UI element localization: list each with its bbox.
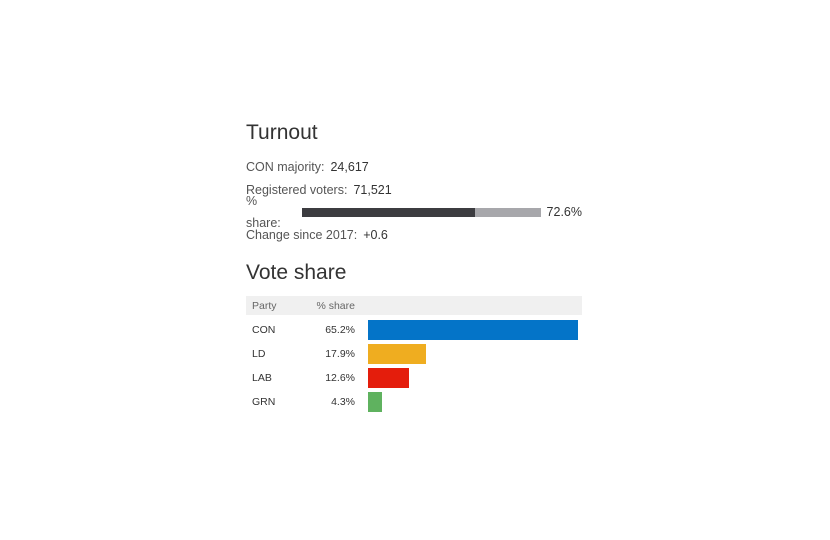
party-share: 65.2% bbox=[325, 324, 355, 336]
table-row: LD 17.9% bbox=[246, 342, 582, 366]
vote-share-bar bbox=[368, 368, 409, 388]
vote-share-bar bbox=[368, 320, 578, 340]
party-name: LD bbox=[252, 348, 266, 360]
share-value: 72.6% bbox=[546, 205, 582, 219]
share-row: % share: 72.6% bbox=[246, 194, 582, 231]
change-row: Change since 2017: +0.6 bbox=[246, 224, 582, 247]
change-label: Change since 2017: bbox=[246, 227, 358, 242]
table-row: GRN 4.3% bbox=[246, 390, 582, 414]
vote-share-bar bbox=[368, 344, 426, 364]
change-value: +0.6 bbox=[363, 227, 388, 242]
turnout-bar bbox=[302, 207, 541, 217]
majority-row: CON majority: 24,617 bbox=[246, 156, 582, 179]
registered-value: 71,521 bbox=[353, 182, 392, 197]
table-header: Party % share bbox=[246, 296, 582, 315]
bar-cell bbox=[368, 344, 578, 364]
bar-cell bbox=[368, 320, 578, 340]
registered-label: Registered voters: bbox=[246, 182, 348, 197]
col-party: Party bbox=[252, 299, 277, 312]
bar-cell bbox=[368, 368, 578, 388]
vote-share-table: CON 65.2% LD 17.9% LAB 12.6% GRN 4.3% bbox=[246, 318, 582, 414]
party-share: 12.6% bbox=[325, 372, 355, 384]
table-row: CON 65.2% bbox=[246, 318, 582, 342]
majority-label: CON majority: bbox=[246, 160, 325, 174]
party-share: 17.9% bbox=[325, 348, 355, 360]
registered-row: Registered voters: 71,521 bbox=[246, 179, 582, 202]
share-label: % share: bbox=[246, 193, 281, 231]
party-name: CON bbox=[252, 324, 276, 336]
table-row: LAB 12.6% bbox=[246, 366, 582, 390]
col-share: % share bbox=[316, 299, 355, 312]
vote-share-title: Vote share bbox=[246, 261, 347, 284]
results-panel: Turnout CON majority: 24,617 Registered v… bbox=[246, 118, 582, 414]
vote-share-bar bbox=[368, 392, 382, 412]
turnout-title: Turnout bbox=[246, 121, 318, 144]
party-share: 4.3% bbox=[331, 396, 355, 408]
party-name: GRN bbox=[252, 396, 276, 408]
majority-value: 24,617 bbox=[330, 160, 369, 174]
bar-cell bbox=[368, 392, 578, 412]
turnout-bar-fill bbox=[302, 207, 476, 217]
party-name: LAB bbox=[252, 372, 272, 384]
